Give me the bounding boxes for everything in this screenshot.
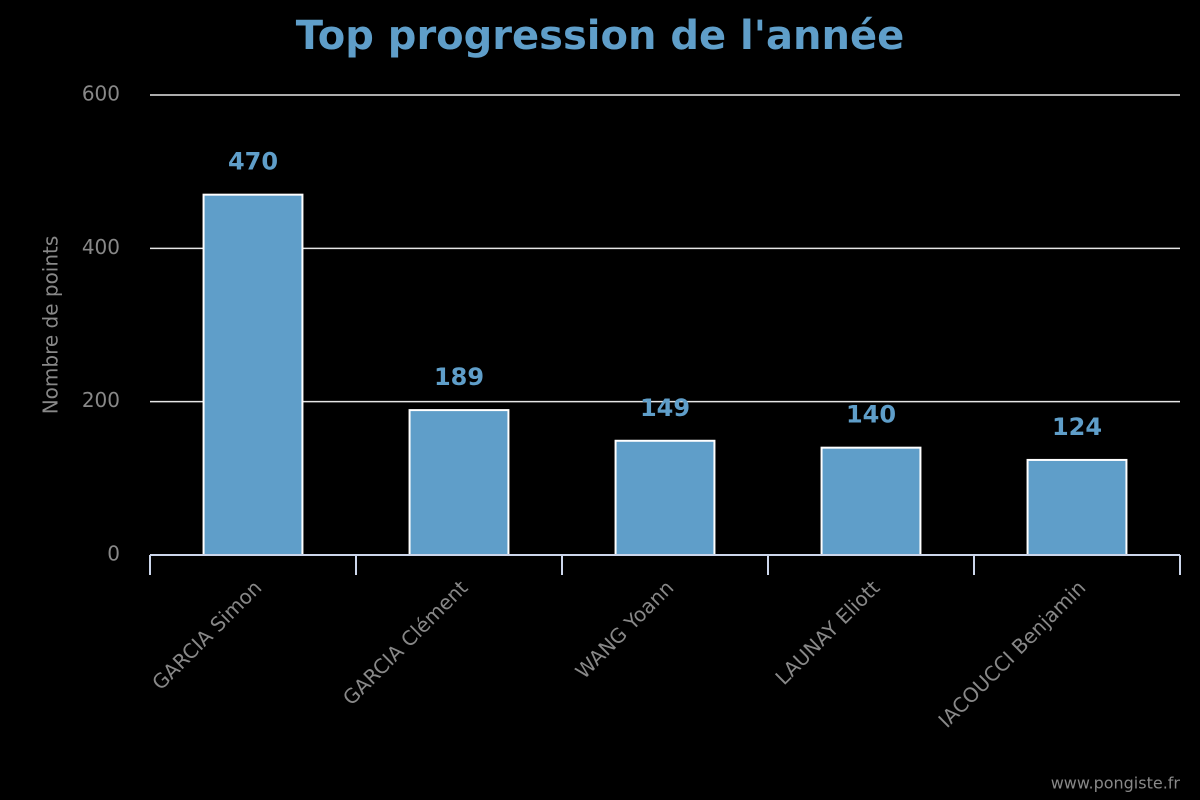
x-tick-label: GARCIA Clément (338, 575, 473, 710)
y-tick-label: 200 (82, 388, 120, 412)
bar (202, 193, 304, 557)
y-tick-label: 600 (82, 82, 120, 106)
data-label: 124 (1052, 413, 1102, 441)
data-label: 140 (846, 401, 896, 429)
x-tick-label: IACOUCCI Benjamin (933, 575, 1090, 732)
credits: www.pongiste.fr (1051, 774, 1181, 793)
bar (614, 439, 716, 556)
y-axis-label: Nombre de points (39, 236, 63, 415)
data-label: 470 (228, 148, 278, 176)
data-label: 189 (434, 363, 484, 391)
x-tick-label: LAUNAY Eliott (770, 575, 884, 689)
chart-title: Top progression de l'année (296, 13, 904, 59)
bar (1026, 458, 1128, 556)
x-tick-label: GARCIA Simon (147, 575, 266, 694)
bar (408, 409, 510, 556)
x-tick-label: WANG Yoann (571, 575, 679, 683)
data-label: 149 (640, 394, 690, 422)
y-tick-label: 400 (82, 235, 120, 259)
y-tick-label: 0 (107, 542, 120, 566)
bar (820, 446, 922, 556)
